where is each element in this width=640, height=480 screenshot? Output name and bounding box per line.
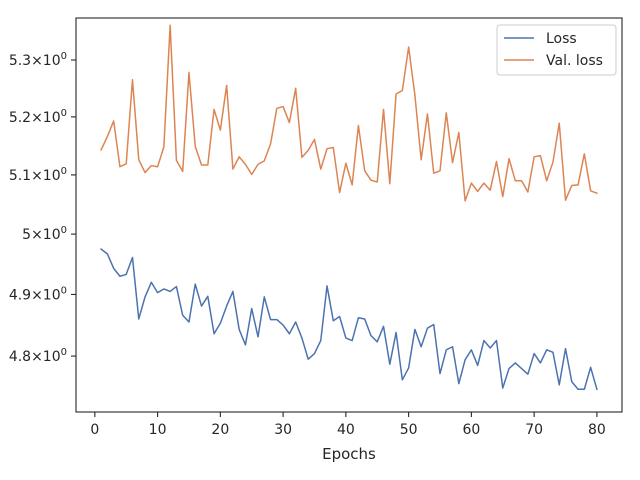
- series-line-loss: [100, 248, 598, 391]
- y-tick-label: 5.1×100: [9, 166, 67, 184]
- y-tick-label: 5×100: [22, 225, 67, 243]
- legend-label: Loss: [546, 31, 577, 47]
- y-tick-label: 5.2×100: [9, 108, 67, 126]
- x-tick-label: 40: [337, 422, 355, 438]
- y-tick-label: 5.3×100: [9, 51, 67, 69]
- x-tick-label: 60: [462, 422, 480, 438]
- y-tick-label: 4.8×100: [9, 347, 67, 365]
- y-tick-label: 4.9×100: [9, 285, 67, 303]
- axes-layer: 0 10 20 30 40 50 60 70 80 4.8×100 4.9×100 5×100 5.1×…: [9, 17, 623, 438]
- legend-label: Val. loss: [546, 53, 603, 69]
- legend: Loss Val. loss: [496, 24, 617, 76]
- x-tick-label: 70: [525, 422, 543, 438]
- x-tick-label: 80: [588, 422, 606, 438]
- x-tick-label: 30: [274, 422, 292, 438]
- x-tick-label: 20: [211, 422, 229, 438]
- x-tick-label: 50: [400, 422, 418, 438]
- plot-frame: [75, 17, 623, 413]
- x-axis-label: Epochs: [322, 445, 376, 463]
- series-layer: [100, 24, 598, 391]
- x-tick-label: 10: [149, 422, 167, 438]
- series-line-val-loss: [100, 24, 598, 202]
- x-tick-label: 0: [90, 422, 99, 438]
